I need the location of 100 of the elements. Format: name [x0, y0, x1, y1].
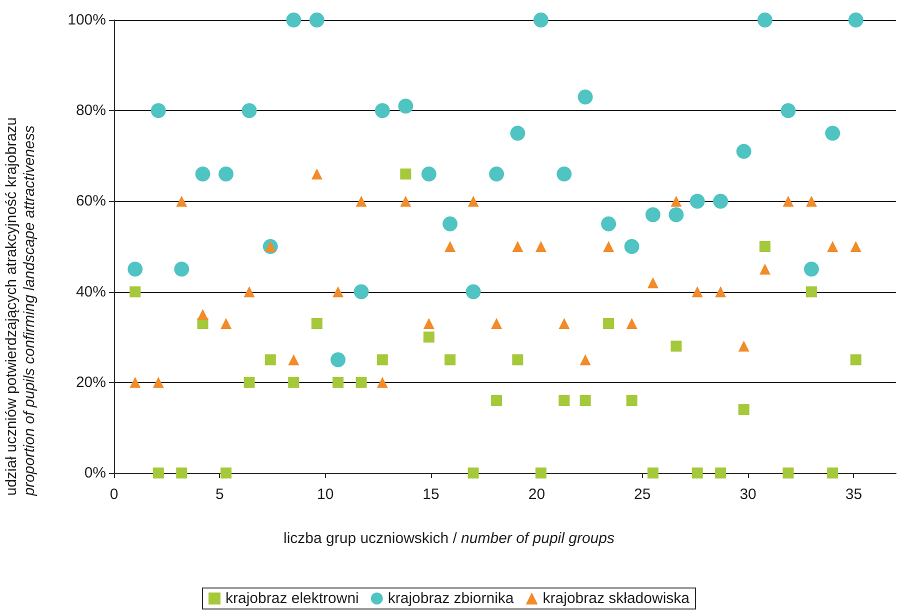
point	[535, 241, 546, 252]
point	[423, 332, 434, 343]
point	[512, 241, 524, 252]
x-tick-label: 30	[740, 486, 756, 503]
point	[400, 168, 412, 180]
y-tick-label: 0%	[84, 464, 106, 482]
y-tick-label: 80%	[76, 102, 106, 120]
point	[715, 468, 726, 478]
point	[220, 318, 232, 330]
point	[218, 166, 234, 182]
x-axis-title: liczba grup uczniowskich / number of pupil groups	[284, 530, 615, 547]
point	[400, 196, 412, 207]
point	[759, 264, 770, 275]
point	[825, 126, 840, 141]
point	[738, 340, 750, 352]
point	[197, 308, 208, 320]
point	[466, 284, 481, 300]
point	[195, 166, 210, 182]
x-tick-label: 0	[110, 486, 118, 503]
point	[535, 468, 546, 478]
point	[782, 468, 794, 478]
point	[152, 376, 164, 388]
point	[626, 395, 638, 406]
point	[626, 318, 638, 330]
point	[578, 90, 593, 105]
point	[558, 318, 570, 330]
point	[150, 103, 166, 118]
point	[398, 98, 414, 114]
point	[311, 168, 322, 180]
point	[850, 241, 862, 252]
point	[286, 12, 302, 28]
point	[647, 468, 658, 478]
y-tick-label: 100%	[68, 12, 106, 28]
x-tick-label: 25	[634, 486, 651, 503]
point	[128, 262, 143, 277]
y-axis-title: udział uczniów potwierdzających atrakcyjność krajobrazu proportion of pupils confirming landscape attractiveness	[3, 117, 38, 497]
point	[848, 12, 864, 28]
point	[444, 354, 456, 366]
x-tick-label: 35	[845, 486, 862, 503]
point	[510, 126, 526, 141]
point	[782, 196, 794, 207]
point	[806, 196, 817, 207]
x-tick-label: 5	[216, 486, 224, 503]
point	[780, 103, 796, 118]
point	[759, 241, 770, 252]
point	[827, 468, 838, 478]
point	[757, 12, 772, 28]
point	[421, 166, 436, 182]
point	[827, 241, 838, 252]
point	[288, 376, 300, 388]
point	[692, 468, 703, 478]
point	[580, 354, 591, 366]
point	[558, 395, 570, 406]
point	[264, 354, 276, 366]
point	[130, 376, 141, 388]
point	[489, 166, 504, 182]
point	[356, 376, 367, 388]
point	[423, 318, 434, 330]
point	[174, 262, 190, 277]
point	[692, 286, 703, 298]
point	[242, 103, 257, 118]
point	[152, 468, 164, 478]
point	[376, 354, 388, 366]
point	[354, 284, 369, 300]
point	[668, 207, 684, 222]
x-tick-label: 15	[422, 486, 440, 503]
point	[176, 468, 188, 478]
point	[580, 395, 591, 406]
point	[244, 376, 255, 388]
point	[624, 239, 640, 254]
point	[491, 395, 502, 406]
legend-label: krajobraz elektrowni	[226, 590, 359, 607]
point	[330, 352, 346, 368]
point	[356, 196, 367, 207]
point	[130, 286, 141, 298]
point	[442, 216, 458, 232]
point	[603, 318, 614, 330]
point	[556, 166, 572, 182]
point	[332, 286, 344, 298]
point	[176, 196, 188, 207]
point	[311, 318, 322, 330]
point	[603, 241, 614, 252]
point	[601, 216, 616, 232]
point	[806, 286, 817, 298]
point	[332, 376, 344, 388]
x-tick-label: 10	[317, 486, 334, 503]
point	[288, 354, 300, 366]
point	[738, 404, 750, 416]
point	[670, 340, 682, 352]
point	[376, 376, 388, 388]
point	[374, 103, 390, 118]
point	[444, 241, 456, 252]
point	[690, 194, 705, 209]
point	[645, 207, 660, 222]
point	[220, 468, 232, 478]
y-tick-label: 60%	[76, 192, 106, 210]
point	[309, 12, 324, 28]
legend-label: krajobraz składowiska	[542, 590, 690, 607]
point	[468, 468, 479, 478]
point	[715, 286, 726, 298]
